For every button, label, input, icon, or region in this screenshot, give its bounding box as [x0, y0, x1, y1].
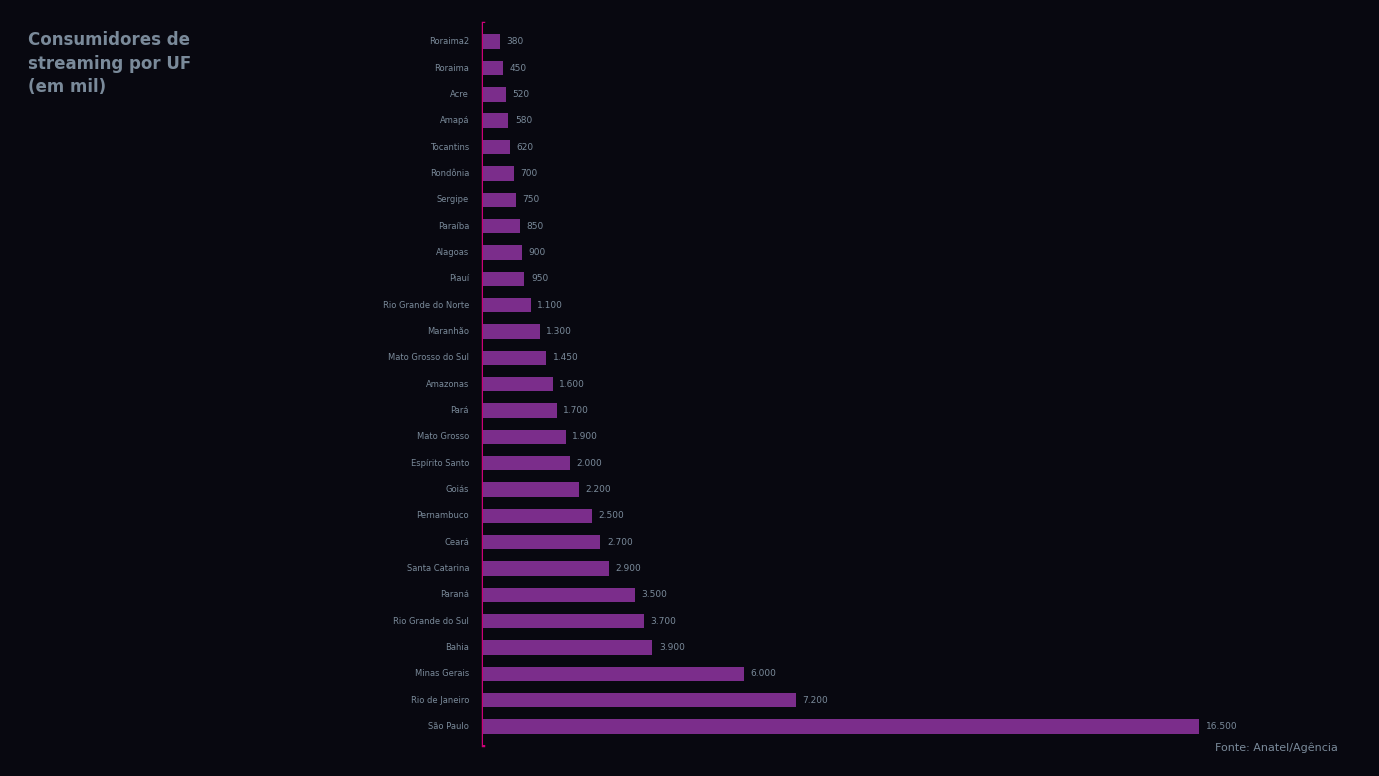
Bar: [483, 272, 524, 286]
Text: 1.600: 1.600: [558, 379, 585, 389]
Bar: [483, 245, 523, 260]
Text: Goiás: Goiás: [445, 485, 469, 494]
Bar: [483, 587, 636, 602]
Text: Pará: Pará: [451, 406, 469, 415]
Text: 2.500: 2.500: [598, 511, 623, 521]
Text: 2.200: 2.200: [585, 485, 611, 494]
Text: 900: 900: [528, 248, 546, 257]
Bar: [483, 456, 570, 470]
Text: Rio de Janeiro: Rio de Janeiro: [411, 696, 469, 705]
Bar: [483, 34, 499, 49]
Text: 3.500: 3.500: [641, 591, 667, 599]
Bar: [483, 140, 510, 154]
Text: Roraima: Roraima: [434, 64, 469, 72]
Text: Maranhão: Maranhão: [427, 327, 469, 336]
Bar: [483, 298, 531, 313]
Bar: [483, 219, 520, 234]
Text: 700: 700: [520, 169, 538, 178]
Bar: [483, 192, 516, 207]
Text: 450: 450: [509, 64, 527, 72]
Text: Rondônia: Rondônia: [430, 169, 469, 178]
Text: Piauí: Piauí: [448, 274, 469, 283]
Text: 380: 380: [506, 37, 524, 47]
Bar: [483, 166, 513, 181]
Text: Bahia: Bahia: [445, 643, 469, 652]
Text: Acre: Acre: [450, 90, 469, 99]
Bar: [483, 640, 652, 655]
Text: Santa Catarina: Santa Catarina: [407, 564, 469, 573]
Text: 750: 750: [523, 196, 539, 204]
Text: Sergipe: Sergipe: [437, 196, 469, 204]
Text: Roraima2: Roraima2: [429, 37, 469, 47]
Bar: [483, 404, 557, 417]
Text: Tocantins: Tocantins: [430, 143, 469, 151]
Bar: [483, 693, 796, 708]
Bar: [483, 667, 743, 681]
Text: Amazonas: Amazonas: [426, 379, 469, 389]
Text: 2.900: 2.900: [615, 564, 641, 573]
Bar: [483, 535, 600, 549]
Bar: [483, 377, 553, 391]
Text: 2.000: 2.000: [576, 459, 603, 468]
Text: Paraíba: Paraíba: [437, 222, 469, 230]
Text: 620: 620: [517, 143, 534, 151]
Text: Minas Gerais: Minas Gerais: [415, 670, 469, 678]
Bar: [483, 351, 546, 365]
Bar: [483, 482, 579, 497]
Text: 1.450: 1.450: [553, 353, 578, 362]
Text: 520: 520: [512, 90, 530, 99]
Text: 1.900: 1.900: [572, 432, 598, 442]
Text: 850: 850: [527, 222, 543, 230]
Text: 3.900: 3.900: [659, 643, 685, 652]
Text: 950: 950: [531, 274, 547, 283]
Text: Mato Grosso do Sul: Mato Grosso do Sul: [387, 353, 469, 362]
Bar: [483, 87, 506, 102]
Text: Espírito Santo: Espírito Santo: [411, 459, 469, 468]
Bar: [483, 561, 610, 576]
Bar: [483, 614, 644, 629]
Text: 2.700: 2.700: [607, 538, 633, 546]
Text: 1.300: 1.300: [546, 327, 572, 336]
Bar: [483, 324, 539, 338]
Text: Consumidores de
streaming por UF
(em mil): Consumidores de streaming por UF (em mil…: [28, 31, 190, 96]
Text: Pernambuco: Pernambuco: [416, 511, 469, 521]
Text: Alagoas: Alagoas: [436, 248, 469, 257]
Text: Ceará: Ceará: [444, 538, 469, 546]
Text: Fonte: Anatel/Agência: Fonte: Anatel/Agência: [1215, 742, 1338, 753]
Text: Paraná: Paraná: [440, 591, 469, 599]
Bar: [483, 719, 1200, 734]
Bar: [483, 113, 509, 128]
Text: 16.500: 16.500: [1207, 722, 1237, 731]
Text: 580: 580: [514, 116, 532, 125]
Text: 3.700: 3.700: [651, 617, 676, 625]
Bar: [483, 430, 565, 444]
Text: Rio Grande do Sul: Rio Grande do Sul: [393, 617, 469, 625]
Text: Rio Grande do Norte: Rio Grande do Norte: [383, 300, 469, 310]
Text: Mato Grosso: Mato Grosso: [416, 432, 469, 442]
Bar: [483, 61, 503, 75]
Text: 1.100: 1.100: [538, 300, 563, 310]
Text: 6.000: 6.000: [750, 670, 776, 678]
Text: 1.700: 1.700: [564, 406, 589, 415]
Text: 7.200: 7.200: [803, 696, 827, 705]
Text: São Paulo: São Paulo: [427, 722, 469, 731]
Bar: [483, 508, 592, 523]
Text: Amapá: Amapá: [440, 116, 469, 125]
